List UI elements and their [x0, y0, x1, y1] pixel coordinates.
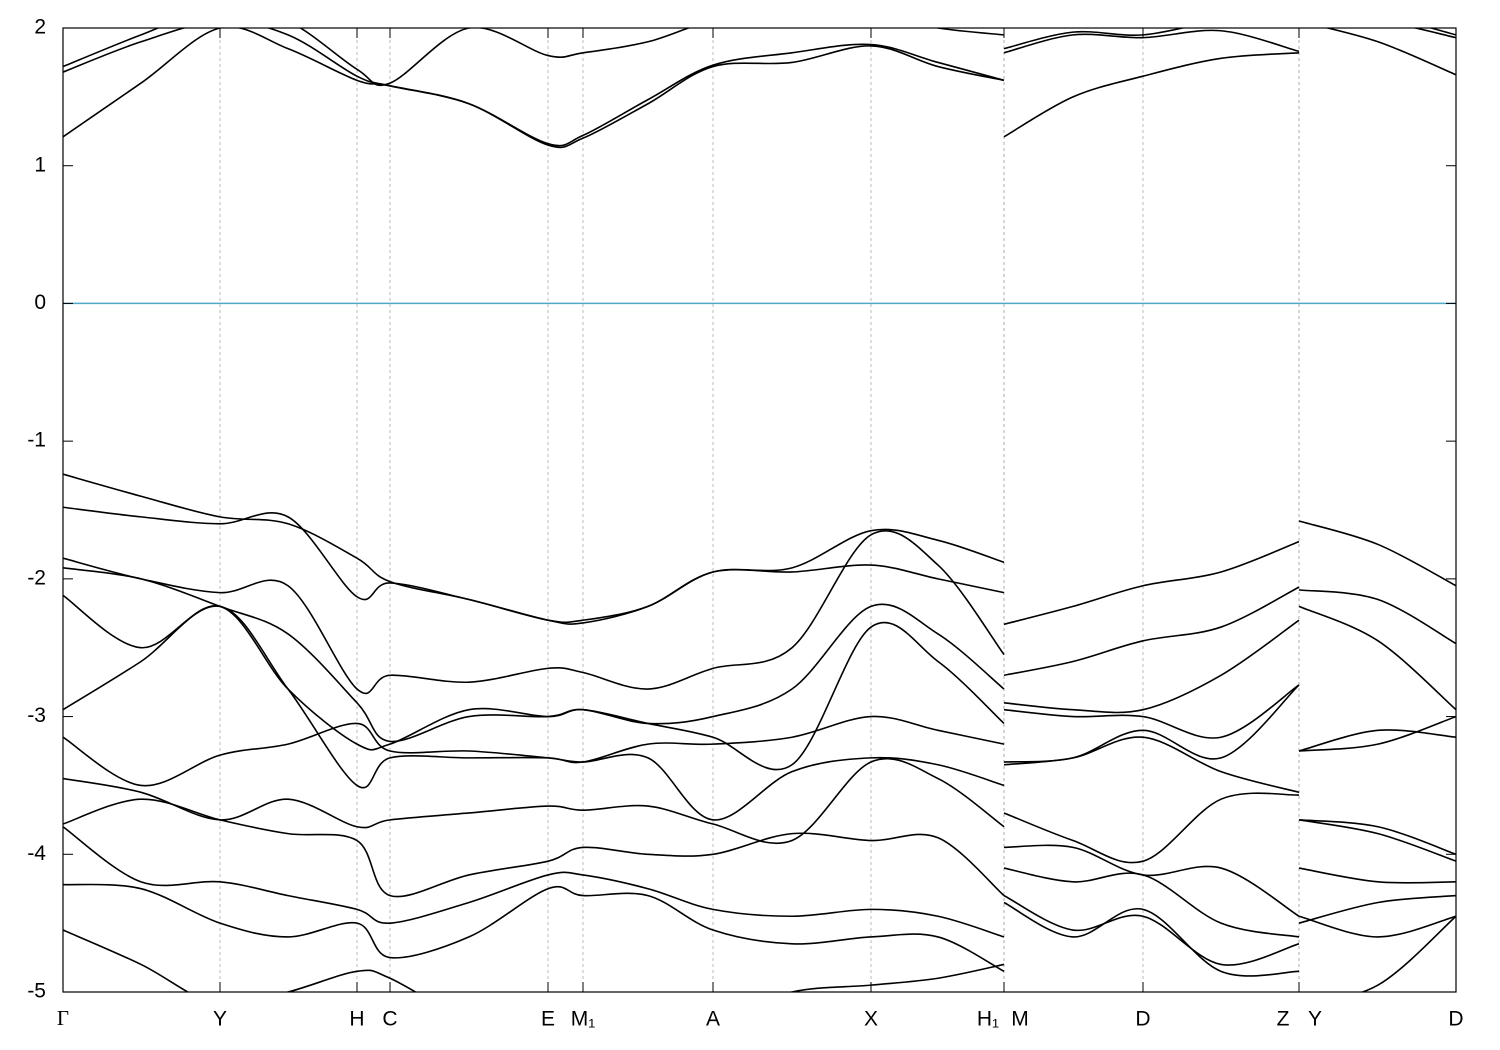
x-tick-label: C — [382, 1008, 397, 1031]
y-tick-label: -3 — [27, 704, 46, 727]
band-line — [63, 826, 1456, 966]
x-tick-label: A — [706, 1008, 720, 1031]
y-tick-label: 2 — [34, 16, 46, 39]
x-tick-label: M₁ — [571, 1008, 596, 1031]
y-tick-label: -2 — [27, 566, 46, 589]
y-tick-label: -5 — [27, 980, 46, 1003]
band-line — [63, 529, 1456, 714]
x-tick-label: H — [349, 1008, 364, 1031]
x-tick-label: E — [541, 1008, 555, 1031]
band-line — [63, 605, 1456, 856]
band-line — [63, 28, 1456, 149]
x-tick-label: Y — [1308, 1008, 1322, 1031]
x-tick-label: H₁ — [977, 1008, 999, 1031]
band-line — [63, 722, 1456, 864]
grid — [219, 28, 1300, 992]
x-tick-label: D — [1135, 1008, 1150, 1031]
y-tick-label: 1 — [34, 153, 46, 176]
x-tick-label: Z — [1277, 1008, 1290, 1031]
band-line — [63, 883, 1456, 992]
x-tick-label: Γ — [57, 1006, 69, 1030]
x-tick-label: M — [1011, 1008, 1029, 1031]
plot-frame — [62, 27, 1457, 993]
y-tick-label: 0 — [34, 291, 46, 314]
band-line — [63, 798, 1456, 938]
x-tick-label: X — [864, 1008, 878, 1031]
y-tick-label: -1 — [27, 429, 46, 452]
x-tick-label: Y — [213, 1008, 227, 1031]
band-line — [63, 929, 1005, 992]
y-tick-label: -4 — [27, 842, 46, 865]
x-tick-label: D — [1448, 1008, 1463, 1031]
